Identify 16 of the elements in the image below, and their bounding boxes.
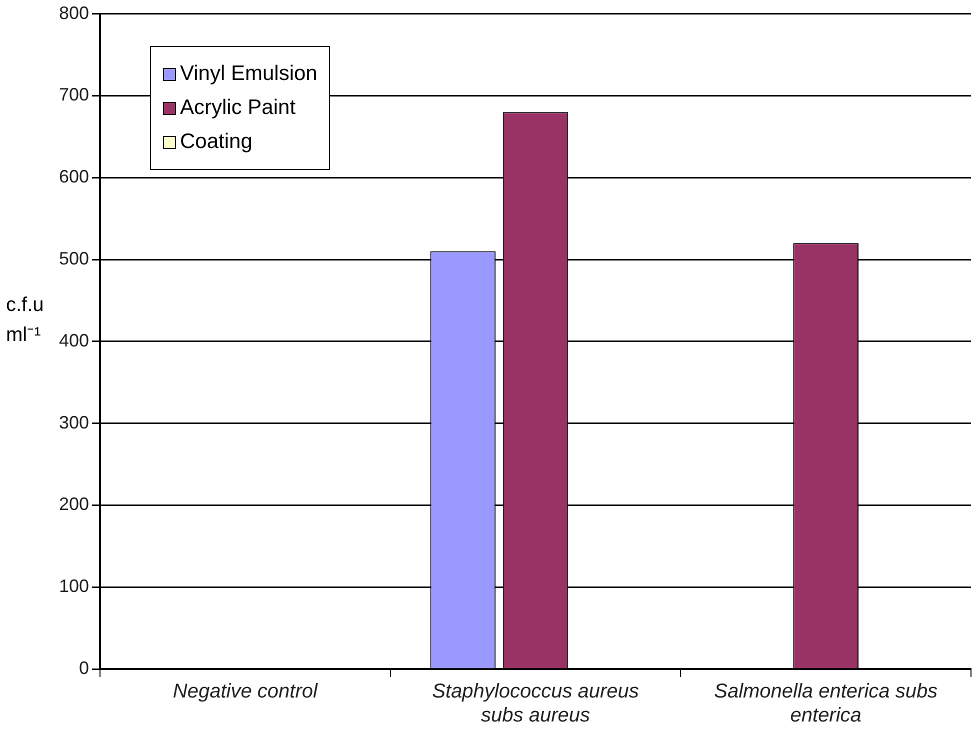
y-tick-label: 300 bbox=[58, 412, 90, 432]
y-tick-label: 400 bbox=[58, 330, 90, 350]
legend-label: Acrylic Paint bbox=[180, 95, 296, 121]
y-tick-label: 100 bbox=[58, 576, 90, 596]
x-tick-label: Negative control bbox=[172, 680, 318, 703]
y-tick-label: 0 bbox=[79, 658, 90, 678]
y-tick-label: 800 bbox=[58, 2, 90, 23]
y-tick-label: 200 bbox=[58, 494, 90, 514]
legend-label: Vinyl Emulsion bbox=[180, 61, 318, 87]
x-tick-label: Staphylococcus aureus subs aureus bbox=[432, 680, 639, 727]
y-axis-title: c.f.u ml⁻¹ bbox=[6, 293, 45, 348]
x-tick-label: Salmonella enterica subs enterica bbox=[714, 680, 938, 727]
y-tick-label: 600 bbox=[58, 166, 90, 187]
y-tick-label: 700 bbox=[58, 84, 90, 105]
legend-label: Coating bbox=[180, 129, 252, 155]
y-tick-label: 500 bbox=[58, 248, 90, 268]
